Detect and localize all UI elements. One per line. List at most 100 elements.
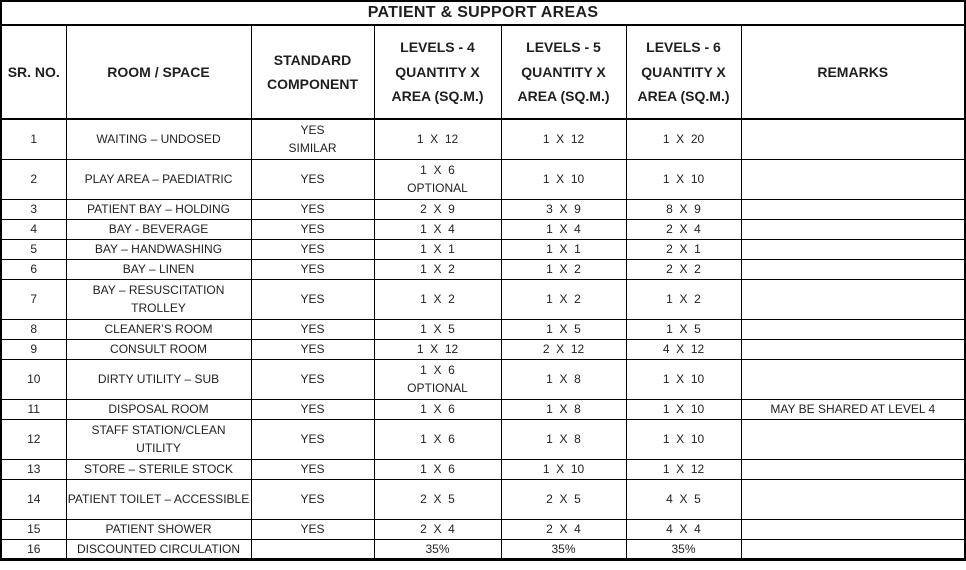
column-header-room-space: ROOM / SPACE [65,24,252,120]
cell-level6-qty-area: 1 X 10 [625,418,742,460]
table-row: 5 BAY – HANDWASHING YES 1 X 1 1 X 1 2 X … [0,238,966,260]
cell-remarks [740,518,966,540]
cell-room-space: STORE – STERILE STOCK [65,458,252,480]
cell-level6-qty-area: 1 X 10 [625,358,742,400]
cell-sr-no: 11 [0,398,67,420]
cell-remarks [740,118,966,160]
cell-level5-qty-area: 2 X 4 [500,518,627,540]
cell-level5-qty-area: 35% [500,538,627,560]
cell-sr-no: 4 [0,218,67,240]
column-header-levels-4: LEVELS - 4 QUANTITY X AREA (SQ.M.) [373,24,502,120]
cell-level4-qty-area: 1 X 6 [373,458,502,480]
table-row: 6 BAY – LINEN YES 1 X 2 1 X 2 2 X 2 [0,258,966,280]
cell-standard-component: YES [250,398,375,420]
cell-standard-component: YES [250,518,375,540]
table-row: 14 PATIENT TOILET – ACCESSIBLE YES 2 X 5… [0,478,966,520]
cell-level5-qty-area: 1 X 8 [500,398,627,420]
cell-remarks [740,418,966,460]
cell-standard-component: YES [250,218,375,240]
cell-level5-qty-area: 1 X 10 [500,458,627,480]
cell-level4-qty-area: 1 X 6 [373,398,502,420]
column-header-standard-component: STANDARD COMPONENT [250,24,375,120]
table-row: 2 PLAY AREA – PAEDIATRIC YES 1 X 6 OPTIO… [0,158,966,200]
cell-level5-qty-area: 1 X 8 [500,358,627,400]
cell-sr-no: 14 [0,478,67,520]
cell-room-space: CLEANER’S ROOM [65,318,252,340]
cell-level4-qty-area: 2 X 4 [373,518,502,540]
cell-level5-qty-area: 1 X 5 [500,318,627,340]
table-row: 11 DISPOSAL ROOM YES 1 X 6 1 X 8 1 X 10 … [0,398,966,420]
cell-room-space: PATIENT TOILET – ACCESSIBLE [65,478,252,520]
cell-level4-qty-area: 1 X 2 [373,278,502,320]
cell-level6-qty-area: 2 X 2 [625,258,742,280]
cell-room-space: DISPOSAL ROOM [65,398,252,420]
cell-room-space: DISCOUNTED CIRCULATION [65,538,252,560]
cell-level5-qty-area: 1 X 10 [500,158,627,200]
cell-level6-qty-area: 1 X 2 [625,278,742,320]
cell-level5-qty-area: 2 X 12 [500,338,627,360]
cell-level4-qty-area: 1 X 6 OPTIONAL [373,358,502,400]
cell-level6-qty-area: 4 X 5 [625,478,742,520]
cell-remarks [740,358,966,400]
cell-level5-qty-area: 1 X 2 [500,258,627,280]
cell-level6-qty-area: 2 X 4 [625,218,742,240]
table-row: 7 BAY – RESUSCITATION TROLLEY YES 1 X 2 … [0,278,966,320]
cell-room-space: PLAY AREA – PAEDIATRIC [65,158,252,200]
cell-remarks [740,198,966,220]
cell-level5-qty-area: 1 X 4 [500,218,627,240]
cell-remarks [740,238,966,260]
table-row: 10 DIRTY UTILITY – SUB YES 1 X 6 OPTIONA… [0,358,966,400]
title-row: PATIENT & SUPPORT AREAS [0,0,966,26]
cell-level5-qty-area: 1 X 1 [500,238,627,260]
cell-sr-no: 12 [0,418,67,460]
cell-sr-no: 2 [0,158,67,200]
column-header-sr-no: SR. NO. [0,24,67,120]
cell-standard-component: YES [250,418,375,460]
table-row: 9 CONSULT ROOM YES 1 X 12 2 X 12 4 X 12 [0,338,966,360]
cell-level6-qty-area: 4 X 12 [625,338,742,360]
cell-level4-qty-area: 1 X 12 [373,118,502,160]
cell-level5-qty-area: 1 X 12 [500,118,627,160]
cell-sr-no: 8 [0,318,67,340]
cell-level4-qty-area: 2 X 5 [373,478,502,520]
cell-room-space: BAY – RESUSCITATION TROLLEY [65,278,252,320]
cell-remarks [740,278,966,320]
cell-level4-qty-area: 1 X 2 [373,258,502,280]
cell-room-space: BAY – HANDWASHING [65,238,252,260]
cell-level6-qty-area: 1 X 10 [625,158,742,200]
table-title: PATIENT & SUPPORT AREAS [0,0,966,26]
cell-room-space: DIRTY UTILITY – SUB [65,358,252,400]
cell-standard-component: YES [250,338,375,360]
cell-room-space: BAY - BEVERAGE [65,218,252,240]
cell-sr-no: 15 [0,518,67,540]
cell-level4-qty-area: 2 X 9 [373,198,502,220]
column-header-remarks: REMARKS [740,24,966,120]
cell-level6-qty-area: 1 X 20 [625,118,742,160]
cell-level6-qty-area: 4 X 4 [625,518,742,540]
cell-sr-no: 10 [0,358,67,400]
cell-standard-component: YES [250,478,375,520]
cell-room-space: PATIENT BAY – HOLDING [65,198,252,220]
cell-remarks [740,338,966,360]
table-row: 1 WAITING – UNDOSED YES SIMILAR 1 X 12 1… [0,118,966,160]
cell-remarks: MAY BE SHARED AT LEVEL 4 [740,398,966,420]
cell-level4-qty-area: 1 X 5 [373,318,502,340]
cell-remarks [740,538,966,560]
cell-standard-component: YES [250,358,375,400]
cell-remarks [740,318,966,340]
cell-standard-component: YES SIMILAR [250,118,375,160]
table-body: 1 WAITING – UNDOSED YES SIMILAR 1 X 12 1… [0,118,966,560]
cell-sr-no: 5 [0,238,67,260]
cell-level6-qty-area: 2 X 1 [625,238,742,260]
cell-standard-component: YES [250,318,375,340]
cell-level4-qty-area: 35% [373,538,502,560]
cell-level6-qty-area: 35% [625,538,742,560]
table-row: 12 STAFF STATION/CLEAN UTILITY YES 1 X 6… [0,418,966,460]
cell-level5-qty-area: 1 X 2 [500,278,627,320]
cell-remarks [740,158,966,200]
cell-level4-qty-area: 1 X 4 [373,218,502,240]
cell-level4-qty-area: 1 X 6 [373,418,502,460]
cell-room-space: BAY – LINEN [65,258,252,280]
cell-room-space: CONSULT ROOM [65,338,252,360]
cell-standard-component: YES [250,238,375,260]
